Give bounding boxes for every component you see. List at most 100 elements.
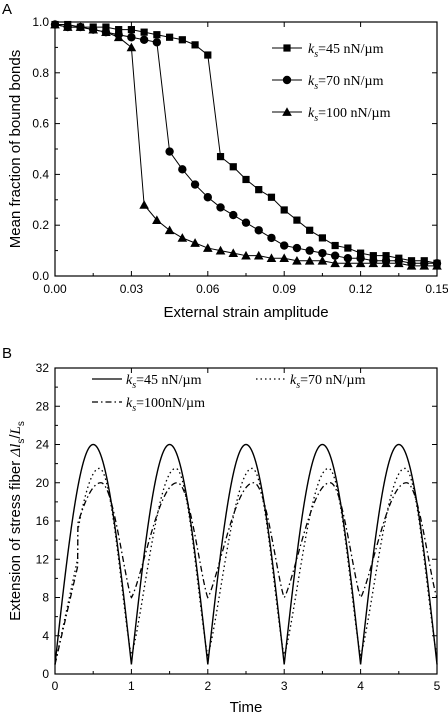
data-point <box>241 250 251 260</box>
data-point <box>279 253 289 263</box>
x-tick-label: 2 <box>204 679 211 693</box>
data-point <box>101 27 111 36</box>
data-point <box>62 22 73 31</box>
data-point <box>318 248 327 258</box>
data-point <box>216 153 225 161</box>
data-point <box>178 165 187 174</box>
data-point <box>369 252 377 260</box>
data-point <box>432 261 442 270</box>
data-point <box>88 24 98 34</box>
y-tick-label: 24 <box>36 438 50 452</box>
data-point <box>292 255 302 265</box>
data-point <box>267 193 276 201</box>
panel-b-x-axis-title: Time <box>230 699 263 716</box>
panel-a-x-axis-title: External strain amplitude <box>163 304 328 321</box>
x-tick-label: 0 <box>52 679 59 693</box>
data-point <box>255 186 263 194</box>
data-point <box>203 193 212 202</box>
legend-marker <box>283 44 291 52</box>
data-point <box>204 51 212 59</box>
data-point <box>166 33 174 41</box>
data-point <box>280 241 289 250</box>
series-square <box>51 20 441 267</box>
panel-b-legend: ks=45 nN/µm ks=70 nN/µm ks=100nN/µm <box>92 373 366 414</box>
x-tick-label: 0.12 <box>349 282 373 296</box>
y-tick-label: 8 <box>42 591 49 605</box>
data-point <box>75 22 86 31</box>
data-point <box>368 258 379 268</box>
data-point <box>317 255 328 265</box>
data-point <box>293 216 301 224</box>
data-point <box>253 250 264 260</box>
x-tick-label: 5 <box>434 679 441 693</box>
data-point <box>152 215 162 224</box>
series-line <box>54 24 437 267</box>
y-tick-label: 20 <box>36 476 50 490</box>
data-point <box>355 258 366 268</box>
panel-a-legend: ks=45 nN/µm ks=70 nN/µm ks=100 nN/µm <box>272 42 391 124</box>
data-point <box>102 23 110 31</box>
data-point <box>254 226 263 235</box>
data-point <box>215 245 226 255</box>
data-point <box>229 163 237 171</box>
legend-label: ks=100 nN/µm <box>308 106 391 124</box>
series-line <box>54 24 437 264</box>
series-dotted <box>54 467 438 665</box>
series-line <box>55 24 438 264</box>
panel-a-ticks: 0.00 0.03 0.06 0.09 0.12 0.15 0.0 0.2 0.4 0.6 0.8 1… <box>32 15 448 296</box>
data-point <box>331 241 339 250</box>
panel-a-series <box>50 19 442 270</box>
data-point <box>139 35 149 44</box>
data-point <box>318 234 326 242</box>
data-point <box>191 41 199 49</box>
panel-a-label: A <box>2 1 12 18</box>
series-line <box>54 467 438 665</box>
x-tick-label: 0.09 <box>273 282 297 296</box>
series-line <box>54 482 438 665</box>
data-point <box>343 258 353 268</box>
data-point <box>266 253 277 263</box>
data-point <box>127 33 136 42</box>
y-tick-label: 16 <box>36 514 50 528</box>
y-tick-label: 0.4 <box>32 167 49 181</box>
data-point <box>343 254 353 263</box>
y-tick-label: 0.2 <box>32 218 49 232</box>
data-point <box>357 249 365 257</box>
legend-label: ks=70 nN/µm <box>290 373 366 391</box>
x-tick-label: 0.00 <box>43 282 67 296</box>
y-tick-label: 12 <box>36 552 50 566</box>
data-point <box>50 19 60 29</box>
panel-a-plot-frame <box>54 21 438 277</box>
data-point <box>153 31 161 39</box>
panel-b-y-axis-title: Extension of stress fiber Δls/Ls <box>7 421 27 621</box>
data-point <box>177 233 188 242</box>
y-tick-label: 28 <box>36 399 50 413</box>
data-point <box>304 255 315 265</box>
x-tick-label: 4 <box>357 679 364 693</box>
legend-label: ks=100nN/µm <box>126 396 205 414</box>
data-point <box>267 233 276 243</box>
data-point <box>164 225 175 235</box>
y-tick-label: 0.0 <box>32 269 49 283</box>
data-point <box>382 252 390 260</box>
series-line <box>54 443 438 665</box>
y-tick-label: 0 <box>42 667 49 681</box>
data-point <box>127 26 135 34</box>
data-point <box>292 243 302 253</box>
panel-a-y-axis-title: Mean fraction of bound bonds <box>7 50 24 248</box>
data-point <box>113 32 124 42</box>
legend-label: ks=45 nN/µm <box>308 42 384 60</box>
data-point <box>152 38 162 47</box>
panel-a: A 0.00 0.03 0.06 0.09 0.12 0.150.00.20.40.60.… <box>2 1 448 321</box>
data-point <box>242 175 250 184</box>
y-tick-label: 1.0 <box>32 15 49 29</box>
data-point <box>330 258 340 268</box>
data-point <box>139 200 149 209</box>
y-tick-label: 32 <box>36 361 50 375</box>
data-point <box>126 42 137 52</box>
panel-b-series <box>54 443 438 665</box>
data-point <box>229 210 238 220</box>
data-point <box>216 203 225 212</box>
legend-label: ks=70 nN/µm <box>308 74 384 92</box>
